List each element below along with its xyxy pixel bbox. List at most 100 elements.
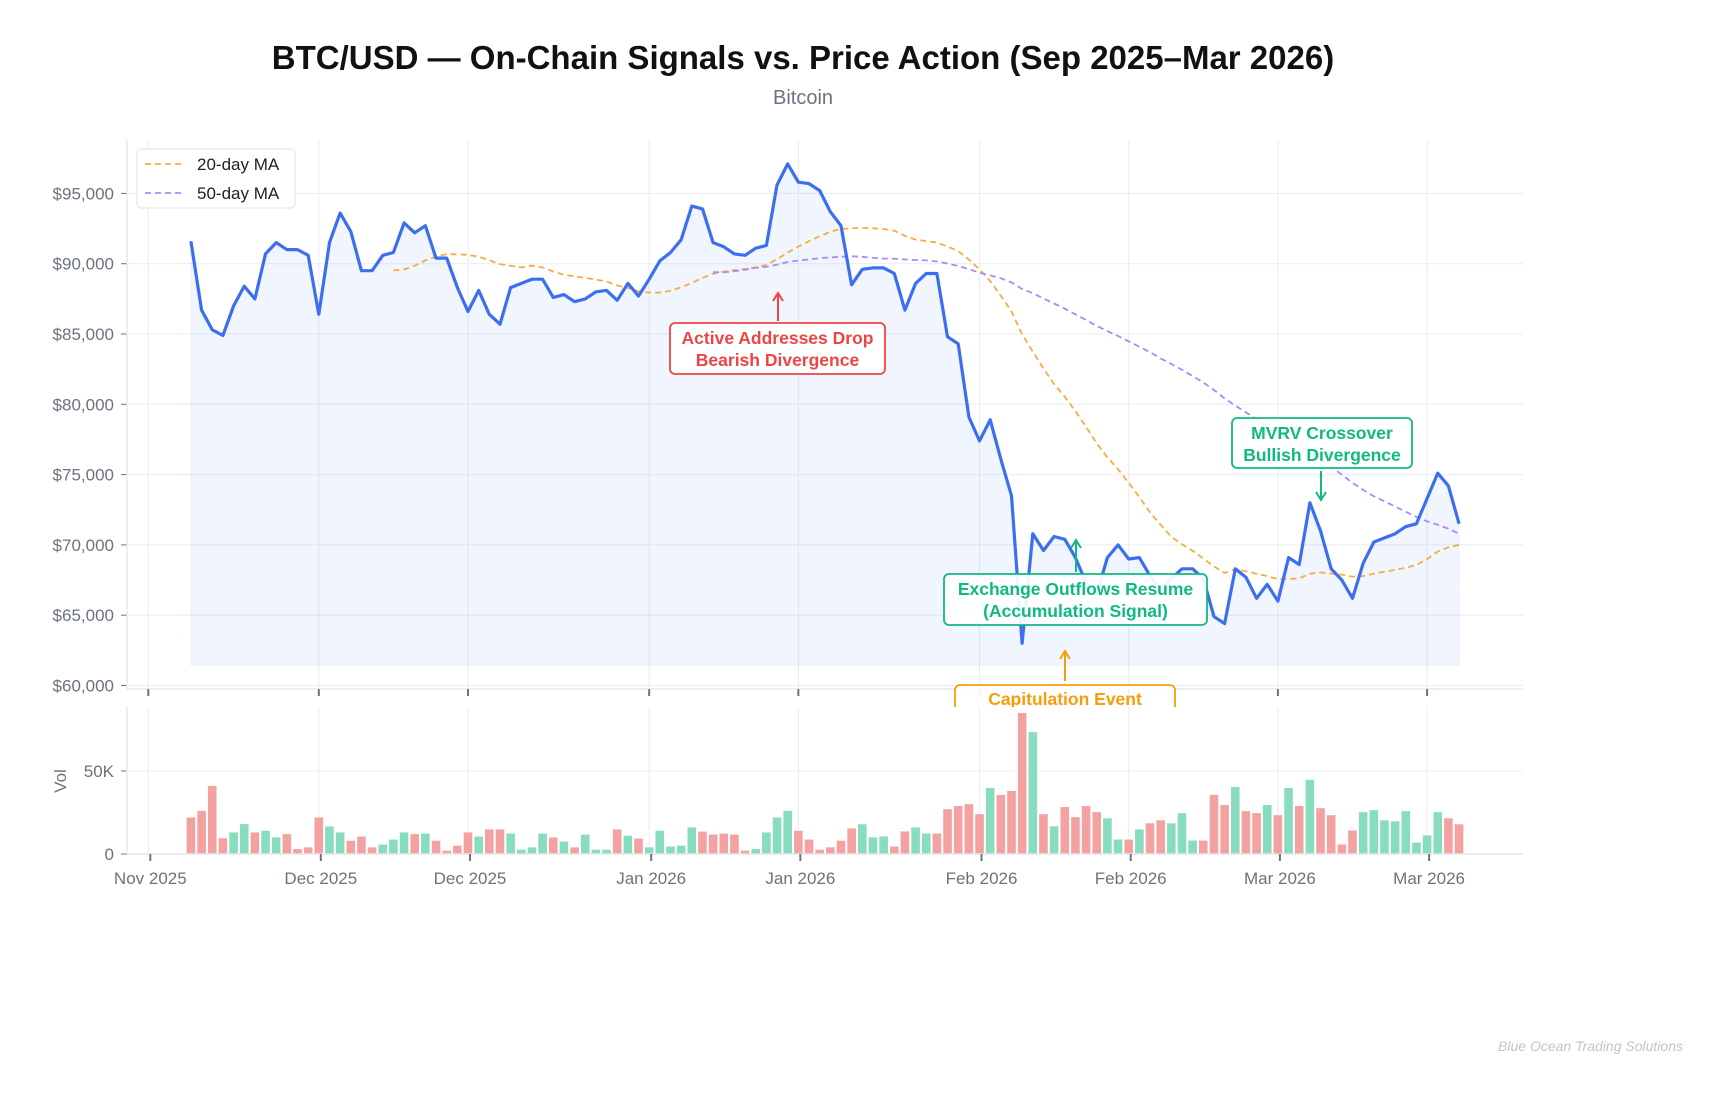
y-tick-label: $95,000: [53, 184, 114, 203]
volume-bar: [474, 836, 483, 854]
volume-bar: [378, 844, 388, 854]
volume-bar: [762, 832, 771, 854]
volume-bar: [1390, 821, 1400, 854]
volume-bar: [953, 806, 963, 854]
annotation-box: [669, 322, 886, 375]
arrowhead-icon: [772, 291, 784, 302]
x-tick-label: Mar 2026: [1393, 869, 1465, 888]
annotation-text: Active Addresses Drop: [682, 328, 874, 348]
volume-bar: [634, 838, 643, 854]
annotation-text: Capitulation Event: [988, 689, 1142, 709]
x-tick-label: Feb 2026: [946, 869, 1018, 888]
volume-bar: [1412, 842, 1421, 854]
volume-bar: [516, 849, 526, 854]
volume-bar: [1220, 805, 1229, 854]
volume-bar: [314, 817, 324, 854]
volume-bar: [783, 810, 793, 854]
price-line: [189, 162, 1461, 645]
annotation-exchange-outflows: Exchange Outflows Resume(Accumulation Si…: [943, 538, 1208, 626]
volume-bar: [644, 847, 654, 854]
volume-bar: [463, 832, 473, 854]
volume-bar: [229, 832, 238, 854]
volume-bar: [1060, 807, 1070, 854]
ma20-line: [393, 226, 1460, 581]
volume-axis-label: Vol: [51, 769, 70, 793]
x-tick-label: Dec 2025: [284, 869, 357, 888]
volume-bar: [740, 850, 750, 854]
volume-bar: [1049, 826, 1059, 854]
volume-bar: [538, 833, 547, 854]
volume-bar: [964, 804, 974, 854]
volume-bar: [602, 849, 611, 854]
x-tick-label: Jan 2026: [616, 869, 686, 888]
volume-bar: [506, 833, 515, 854]
volume-bar: [900, 831, 910, 854]
annotation-text: Exchange Outflows Resume: [958, 579, 1194, 599]
y-tick-label: $70,000: [53, 536, 114, 555]
arrowhead-icon: [1315, 491, 1327, 502]
annotation-text: Bullish Divergence: [1243, 445, 1401, 465]
volume-bar: [1209, 794, 1219, 854]
arrowhead-icon: [1059, 649, 1071, 660]
volume-bar: [580, 834, 590, 854]
volume-bar: [485, 829, 494, 854]
volume-bar: [1145, 823, 1155, 854]
chart-title: BTC/USD — On-Chain Signals vs. Price Act…: [272, 39, 1334, 76]
volume-bar: [218, 838, 228, 854]
volume-bar: [1113, 839, 1123, 854]
volume-bar: [932, 833, 942, 854]
volume-bar: [1199, 840, 1208, 854]
volume-bar: [857, 824, 867, 854]
volume-bar: [836, 840, 846, 854]
volume-background: [0, 707, 1729, 907]
y-tick-label: $65,000: [53, 606, 114, 625]
volume-bar: [1092, 812, 1102, 854]
volume-bar: [239, 824, 249, 854]
volume-bar: [570, 847, 579, 854]
volume-bar: [1433, 812, 1443, 854]
volume-bar: [1039, 814, 1048, 854]
volume-bar: [1294, 806, 1304, 854]
watermark: Blue Ocean Trading Solutions: [1498, 1038, 1683, 1054]
volume-bar: [1284, 787, 1293, 854]
volume-bar: [730, 834, 739, 854]
volume-bar: [708, 834, 718, 854]
volume-bar: [1177, 813, 1187, 854]
volume-bar: [367, 847, 377, 854]
volume-bar: [250, 832, 260, 854]
volume-bar: [261, 830, 270, 854]
volume-bar: [794, 830, 803, 854]
volume-bar: [826, 847, 835, 854]
volume-bar: [1326, 815, 1336, 854]
volume-bar: [1156, 820, 1165, 854]
volume-bar: [389, 839, 398, 854]
volume-bar: [996, 794, 1006, 854]
volume-bar: [1273, 815, 1283, 854]
x-tick-label: Feb 2026: [1095, 869, 1167, 888]
volume-bar: [1316, 808, 1325, 854]
chart-subtitle: Bitcoin: [773, 87, 833, 109]
legend: 20-day MA 50-day MA: [136, 148, 296, 209]
legend-label-ma20: 20-day MA: [197, 155, 280, 174]
volume-bar: [421, 833, 430, 854]
volume-bar: [676, 845, 686, 854]
volume-bar: [1422, 835, 1432, 854]
volume-bar: [975, 814, 984, 854]
volume-bar: [719, 833, 729, 854]
volume-bar: [921, 833, 931, 854]
volume-bar: [985, 787, 995, 854]
volume-bar: [591, 849, 601, 854]
x-tick-label: Mar 2026: [1244, 869, 1316, 888]
y-tick-label: 0: [105, 845, 114, 864]
volume-bar: [325, 826, 334, 854]
volume-bar: [357, 836, 366, 854]
volume-bar: [1262, 805, 1272, 854]
volume-panel: 0 50K Nov 2025 Dec 2025 Dec 2025 Jan 2026 Jan …: [0, 707, 1729, 907]
annotation-text: (Accumulation Signal): [983, 601, 1168, 621]
volume-bar: [1017, 712, 1027, 854]
volume-bar: [804, 839, 814, 854]
volume-bar: [612, 829, 622, 854]
x-tick-label: Nov 2025: [114, 869, 187, 888]
